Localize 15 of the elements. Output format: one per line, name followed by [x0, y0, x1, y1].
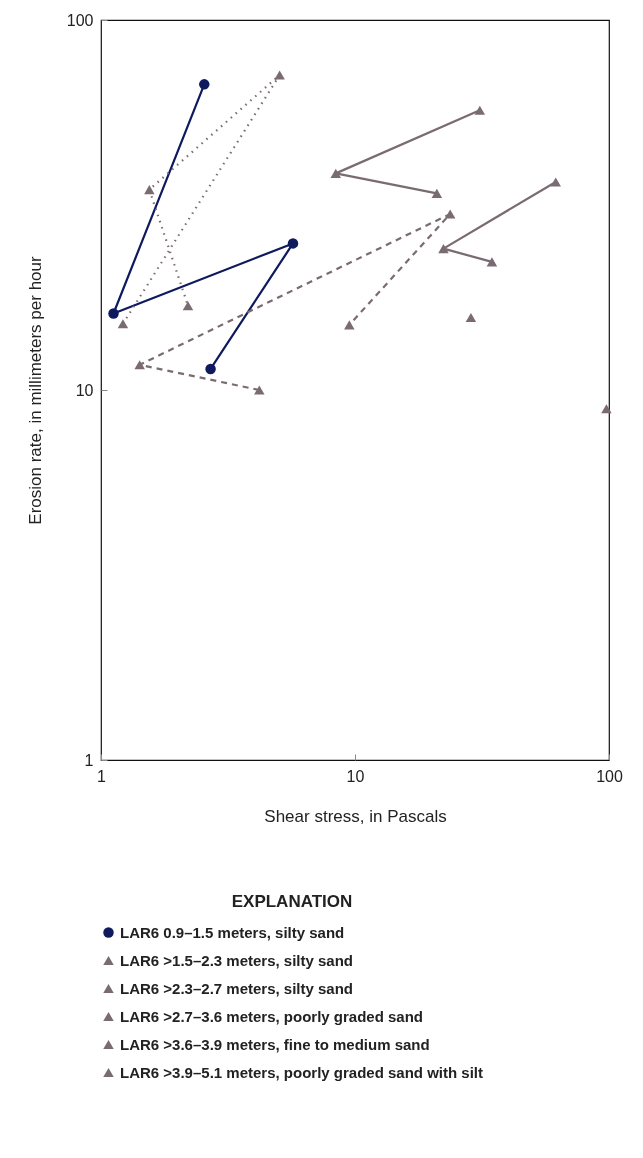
- legend-label: LAR6 >1.5–2.3 meters, silty sand: [120, 951, 354, 969]
- y-tick-label: 100: [66, 11, 94, 29]
- y-tick-label: 10: [75, 381, 94, 399]
- legend-label: LAR6 >2.7–3.6 meters, poorly graded sand: [120, 1007, 424, 1025]
- legend-title: EXPLANATION: [231, 892, 353, 911]
- x-axis-title: Shear stress, in Pascals: [264, 806, 447, 826]
- y-axis-title: Erosion rate, in millimeters per hour: [25, 256, 45, 525]
- legend-label: LAR6 >3.6–3.9 meters, fine to medium sand: [120, 1035, 430, 1053]
- legend-label: LAR6 0.9–1.5 meters, silty sand: [120, 923, 345, 941]
- x-tick-label: 100: [596, 767, 623, 785]
- legend-label: LAR6 >3.9–5.1 meters, poorly graded sand with silt: [120, 1063, 484, 1081]
- y-tick-label: 1: [84, 751, 94, 769]
- legend-label: LAR6 >2.3–2.7 meters, silty sand: [120, 979, 354, 997]
- x-tick-label: 1: [97, 767, 107, 785]
- x-tick-label: 10: [346, 767, 365, 785]
